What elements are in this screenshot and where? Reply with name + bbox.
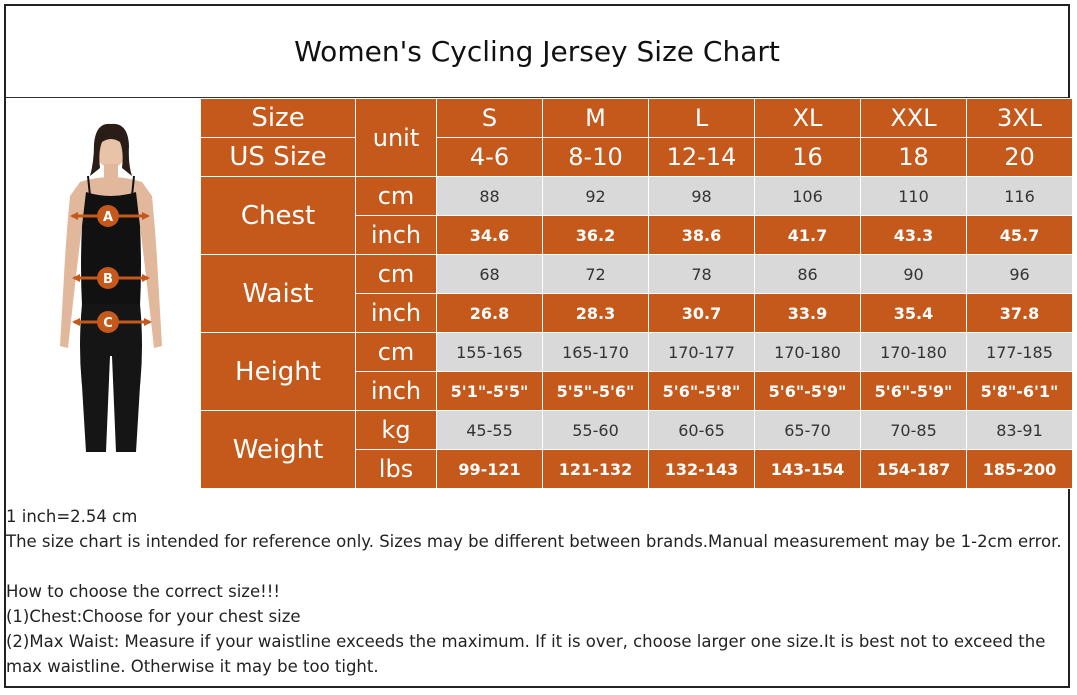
height-cm-3xl: 177-185 xyxy=(966,332,1073,372)
waist-inch-3xl: 37.8 xyxy=(966,293,1073,333)
marker-a-label: A xyxy=(103,210,113,225)
us-size-3xl: 20 xyxy=(966,137,1073,177)
disclaimer-note: The size chart is intended for reference… xyxy=(6,532,1062,551)
height-cm-m: 165-170 xyxy=(542,332,649,372)
height-inch-xxl: 5'6"-5'9" xyxy=(860,371,967,411)
height-inch-m: 5'5"-5'6" xyxy=(542,371,649,411)
size-m: M xyxy=(542,98,649,138)
waist-cm-xl: 86 xyxy=(754,254,861,294)
weight-lbs-l: 132-143 xyxy=(648,449,755,489)
waist-inch-m: 28.3 xyxy=(542,293,649,333)
waist-cm-m: 72 xyxy=(542,254,649,294)
table-row: Waist cm 68 72 78 86 90 96 xyxy=(200,254,1073,333)
size-header-row: Size unit S M L XL XXL 3XL xyxy=(200,98,1073,177)
weight-kg-xl: 65-70 xyxy=(754,410,861,450)
body-measurement-figure: A B C xyxy=(60,123,162,452)
unit-cell: cm xyxy=(355,176,437,216)
marker-b-label: B xyxy=(103,272,113,287)
chest-inch-m: 36.2 xyxy=(542,215,649,255)
size-s: S xyxy=(436,98,543,138)
height-cm-s: 155-165 xyxy=(436,332,543,372)
chest-inch-xl: 41.7 xyxy=(754,215,861,255)
size-xl: XL xyxy=(754,98,861,138)
chest-cm-s: 88 xyxy=(436,176,543,216)
chest-inch-3xl: 45.7 xyxy=(966,215,1073,255)
chest-inch-xxl: 43.3 xyxy=(860,215,967,255)
height-inch-3xl: 5'8"-6'1" xyxy=(966,371,1073,411)
weight-lbs-s: 99-121 xyxy=(436,449,543,489)
height-inch-xl: 5'6"-5'9" xyxy=(754,371,861,411)
page-title: Women's Cycling Jersey Size Chart xyxy=(6,6,1068,98)
us-size-label: US Size xyxy=(200,137,356,177)
chest-tip: (1)Chest:Choose for your chest size xyxy=(6,607,301,626)
weight-lbs-xl: 143-154 xyxy=(754,449,861,489)
weight-lbs-xxl: 154-187 xyxy=(860,449,967,489)
waist-cm-3xl: 96 xyxy=(966,254,1073,294)
height-inch-l: 5'6"-5'8" xyxy=(648,371,755,411)
weight-lbs-m: 121-132 xyxy=(542,449,649,489)
table-row: Height cm 155-165 165-170 170-177 170-18… xyxy=(200,332,1073,411)
table-row: Weight kg 45-55 55-60 60-65 65-70 70-85 … xyxy=(200,410,1073,489)
size-notes: 1 inch=2.54 cm The size chart is intende… xyxy=(6,504,1072,679)
waist-inch-xl: 33.9 xyxy=(754,293,861,333)
unit-cell: cm xyxy=(355,254,437,294)
waist-inch-xxl: 35.4 xyxy=(860,293,967,333)
weight-kg-m: 55-60 xyxy=(542,410,649,450)
unit-cell: inch xyxy=(355,293,437,333)
unit-cell: cm xyxy=(355,332,437,372)
unit-cell: inch xyxy=(355,371,437,411)
table-row: Chest cm 88 92 98 106 110 116 xyxy=(200,176,1073,255)
height-cm-xl: 170-180 xyxy=(754,332,861,372)
waist-inch-l: 30.7 xyxy=(648,293,755,333)
height-label: Height xyxy=(200,332,356,411)
us-size-xxl: 18 xyxy=(860,137,967,177)
height-cm-l: 170-177 xyxy=(648,332,755,372)
chest-cm-xxl: 110 xyxy=(860,176,967,216)
unit-cell: inch xyxy=(355,215,437,255)
table-row: inch 34.6 36.2 38.6 41.7 43.3 45.7 xyxy=(201,215,1073,255)
weight-kg-3xl: 83-91 xyxy=(966,410,1073,450)
size-label: Size xyxy=(200,98,356,138)
how-to-heading: How to choose the correct size!!! xyxy=(6,582,280,601)
waist-cm-s: 68 xyxy=(436,254,543,294)
waist-cm-l: 78 xyxy=(648,254,755,294)
size-chart-frame: Women's Cycling Jersey Size Chart xyxy=(4,4,1073,688)
chest-label: Chest xyxy=(200,176,356,255)
table-row: inch 26.8 28.3 30.7 33.9 35.4 37.8 xyxy=(201,293,1073,333)
chest-inch-l: 38.6 xyxy=(648,215,755,255)
unit-label: unit xyxy=(355,98,437,177)
us-size-s: 4-6 xyxy=(436,137,543,177)
chest-inch-s: 34.6 xyxy=(436,215,543,255)
unit-cell: kg xyxy=(355,410,437,450)
us-size-row: US Size 4-6 8-10 12-14 16 18 20 xyxy=(200,137,1073,177)
chest-cm-xl: 106 xyxy=(754,176,861,216)
waist-inch-s: 26.8 xyxy=(436,293,543,333)
us-size-xl: 16 xyxy=(754,137,861,177)
chest-cm-m: 92 xyxy=(542,176,649,216)
size-xxl: XXL xyxy=(860,98,967,138)
size-l: L xyxy=(648,98,755,138)
conversion-note: 1 inch=2.54 cm xyxy=(6,507,138,526)
chest-cm-3xl: 116 xyxy=(966,176,1073,216)
weight-kg-l: 60-65 xyxy=(648,410,755,450)
height-inch-s: 5'1"-5'5" xyxy=(436,371,543,411)
unit-cell: lbs xyxy=(355,449,437,489)
waist-label: Waist xyxy=(200,254,356,333)
size-3xl: 3XL xyxy=(966,98,1073,138)
weight-label: Weight xyxy=(200,410,356,489)
table-row: lbs 99-121 121-132 132-143 143-154 154-1… xyxy=(201,449,1073,489)
size-table: Size unit S M L XL XXL 3XL US Size 4-6 8… xyxy=(200,98,1073,489)
weight-lbs-3xl: 185-200 xyxy=(966,449,1073,489)
waist-cm-xxl: 90 xyxy=(860,254,967,294)
chest-cm-l: 98 xyxy=(648,176,755,216)
weight-kg-xxl: 70-85 xyxy=(860,410,967,450)
waist-tip: (2)Max Waist: Measure if your waistline … xyxy=(6,632,1046,676)
height-cm-xxl: 170-180 xyxy=(860,332,967,372)
marker-c-label: C xyxy=(103,316,113,331)
us-size-l: 12-14 xyxy=(648,137,755,177)
us-size-m: 8-10 xyxy=(542,137,649,177)
weight-kg-s: 45-55 xyxy=(436,410,543,450)
